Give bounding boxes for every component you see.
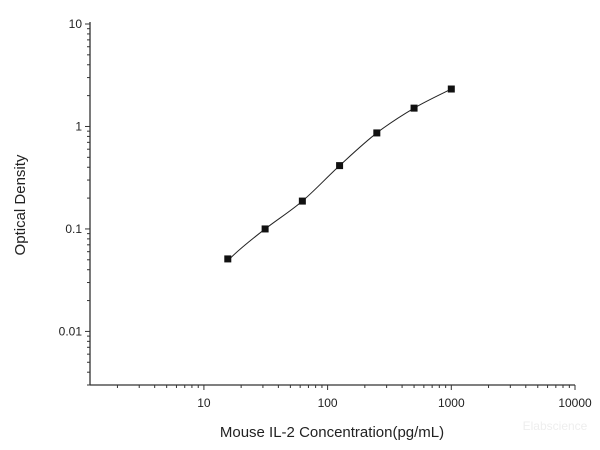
- data-point: [224, 255, 232, 263]
- x-tick-label: 1000: [438, 396, 465, 410]
- data-point: [447, 85, 455, 93]
- data-points: [224, 85, 455, 263]
- y-tick-label: 1: [75, 119, 82, 133]
- data-point: [298, 197, 306, 205]
- x-tick-label: 10: [197, 396, 211, 410]
- data-point: [261, 225, 269, 233]
- watermark: Elabscience: [523, 419, 588, 433]
- y-tick-label: 0.01: [59, 324, 83, 338]
- y-tick-label: 10: [69, 17, 83, 31]
- axes: 10 100 1000 10000 0.01 0.1 1 10: [59, 17, 592, 410]
- fit-curve-layer: [227, 88, 452, 262]
- data-point: [410, 104, 418, 112]
- data-point: [373, 129, 381, 137]
- fit-curve: [227, 88, 452, 262]
- x-tick-label: 100: [318, 396, 338, 410]
- x-tick-label: 10000: [558, 396, 592, 410]
- y-axis-label: Optical Density: [12, 154, 29, 255]
- data-point: [336, 162, 344, 170]
- y-tick-label: 0.1: [65, 222, 82, 236]
- x-axis-label: Mouse IL-2 Concentration(pg/mL): [220, 424, 444, 441]
